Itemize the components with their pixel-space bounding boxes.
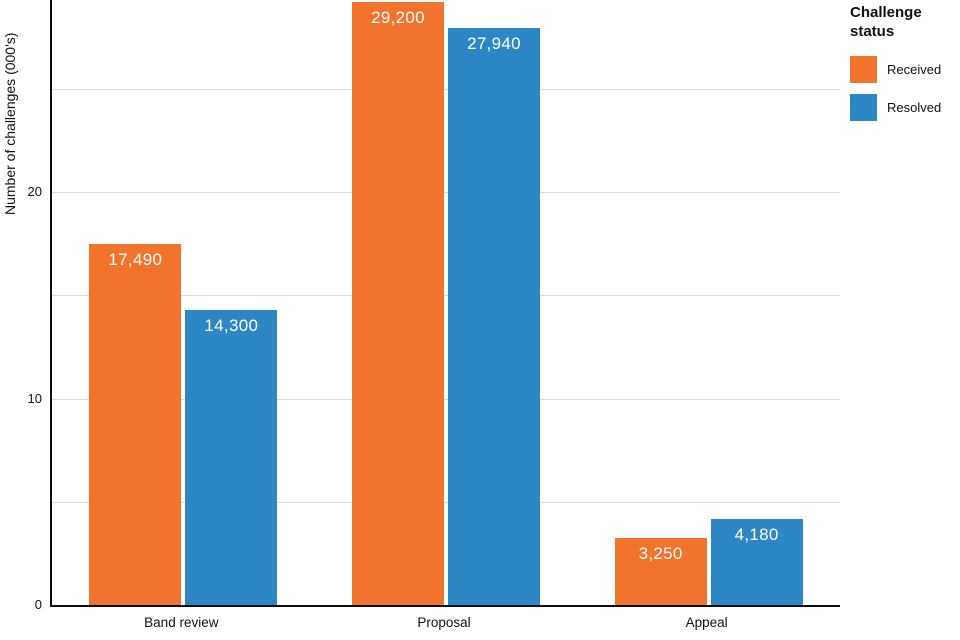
bar-value-label: 4,180 [734,524,779,544]
y-tick-label: 10 [27,390,42,406]
bar-value-label: 27,940 [467,34,521,54]
y-tick-label: 20 [27,184,42,200]
bar-value-label: 29,200 [371,8,425,28]
legend-item-resolved: Resolved [850,93,958,121]
bar-received: 29,200 [352,2,444,605]
bar-value-label: 14,300 [204,315,259,335]
gridline [52,501,840,503]
legend-label: Received [887,61,942,77]
y-axis-label: Number of challenges (000's) [2,32,18,216]
plot-area: 17,490 14,300 29,200 27,940 3,250 4,180 [50,0,840,607]
legend-swatch-resolved [850,93,877,121]
x-tick-label: Proposal [417,615,471,630]
gridline [52,192,840,194]
legend-title: Challenge status [850,4,922,40]
bar-resolved: 4,180 [710,518,803,605]
bar-resolved: 14,300 [185,309,278,605]
legend-item-received: Received [850,55,958,83]
bar-value-label: 3,250 [638,543,683,563]
gridline [52,398,840,400]
legend: Challenge status Received Resolved [850,4,958,132]
legend-swatch-received [850,55,877,83]
y-tick-label: 0 [34,597,42,612]
legend-label: Resolved [887,99,942,115]
gridline [52,295,840,297]
legend-items: Received Resolved [850,55,958,121]
gridline [52,88,840,90]
bar-resolved: 27,940 [448,28,540,605]
bar-value-label: 17,490 [108,249,163,269]
x-tick-label: Band review [144,615,219,630]
bar-received: 17,490 [89,243,182,605]
x-tick-label: Appeal [685,615,728,630]
bar-received: 3,250 [614,537,707,605]
